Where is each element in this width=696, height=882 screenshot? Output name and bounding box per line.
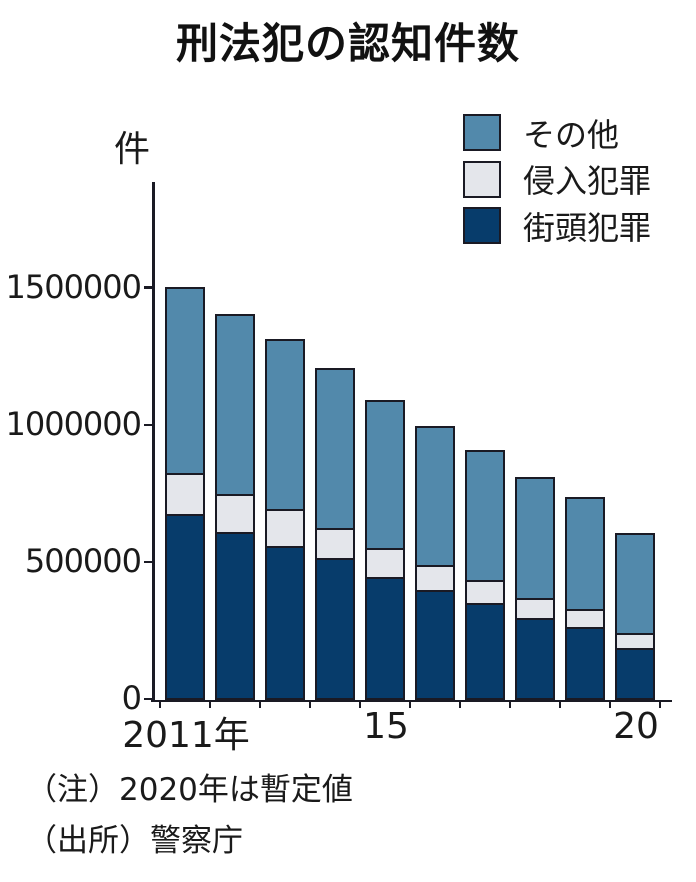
segment-other-2011 (167, 289, 203, 475)
y-tick-label-1000000: 1000000 (5, 405, 142, 443)
x-tick-label-20: 20 (613, 706, 659, 747)
y-tick-mark (144, 697, 152, 700)
x-tick-label-2011: 2011年 (122, 715, 250, 756)
segment-intrusion-2017 (467, 582, 503, 605)
segment-other-2012 (217, 316, 253, 497)
x-axis-line (151, 699, 672, 702)
segment-other-2018 (517, 478, 553, 600)
x-tick-mark (359, 702, 361, 708)
bar-2020 (615, 532, 655, 700)
note-source: （出所）警察庁 (26, 823, 243, 859)
x-tick-mark (259, 702, 261, 708)
legend-item-other: その他 (463, 114, 651, 154)
bar-2013 (265, 339, 305, 700)
y-tick-mark (144, 286, 152, 289)
legend-label-other: その他 (523, 115, 620, 154)
y-tick-mark (144, 560, 152, 564)
x-tick-mark (459, 702, 461, 708)
bar-2019 (565, 497, 605, 700)
segment-intrusion-2011 (167, 474, 203, 516)
legend-item-intrusion: 侵入犯罪 (463, 160, 651, 200)
segment-other-2015 (367, 402, 403, 550)
segment-intrusion-2013 (267, 510, 303, 548)
y-axis-line (152, 182, 155, 702)
segment-other-2019 (567, 499, 603, 611)
legend-swatch-intrusion (463, 160, 501, 198)
x-tick-mark (309, 702, 311, 708)
x-tick-mark (159, 702, 161, 708)
segment-intrusion-2014 (317, 530, 353, 560)
bar-2017 (465, 449, 505, 700)
legend-swatch-other (463, 114, 501, 151)
segment-other-2016 (417, 427, 453, 567)
segment-other-2013 (267, 341, 303, 511)
x-tick-mark (209, 702, 211, 708)
segment-other-2020 (617, 534, 653, 635)
legend-label-intrusion: 侵入犯罪 (523, 162, 652, 200)
legend-swatch-street (463, 207, 501, 244)
bar-2011 (165, 287, 205, 700)
segment-intrusion-2015 (367, 549, 403, 579)
y-tick-mark (144, 423, 152, 426)
x-tick-mark (559, 702, 561, 708)
x-tick-mark (659, 702, 661, 708)
bar-2014 (315, 367, 355, 700)
bar-2012 (215, 314, 255, 700)
segment-other-2017 (467, 451, 503, 583)
legend-item-street: 街頭犯罪 (463, 207, 651, 247)
segment-intrusion-2016 (417, 566, 453, 593)
bar-2015 (365, 400, 405, 700)
x-tick-mark (609, 702, 611, 708)
bar-2016 (415, 425, 455, 700)
legend-label-street: 街頭犯罪 (523, 208, 652, 247)
x-tick-label-15: 15 (363, 706, 409, 747)
note-provisional: （注）2020年は暫定値 (26, 772, 353, 808)
segment-intrusion-2012 (217, 496, 253, 534)
segment-intrusion-2020 (617, 634, 653, 650)
y-tick-label-1500000: 1500000 (5, 268, 142, 306)
y-axis-unit-label: 件 (114, 129, 151, 170)
y-tick-label-500000: 500000 (24, 542, 142, 580)
x-tick-mark (509, 702, 511, 708)
legend: その他 侵入犯罪 街頭犯罪 (463, 114, 651, 254)
segment-other-2014 (317, 369, 353, 531)
segment-intrusion-2019 (567, 610, 603, 629)
segment-intrusion-2018 (517, 599, 553, 620)
y-tick-label-0: 0 (121, 679, 142, 717)
chart-title: 刑法犯の認知件数 (175, 19, 520, 68)
x-tick-mark (409, 702, 411, 708)
bar-2018 (515, 476, 555, 700)
